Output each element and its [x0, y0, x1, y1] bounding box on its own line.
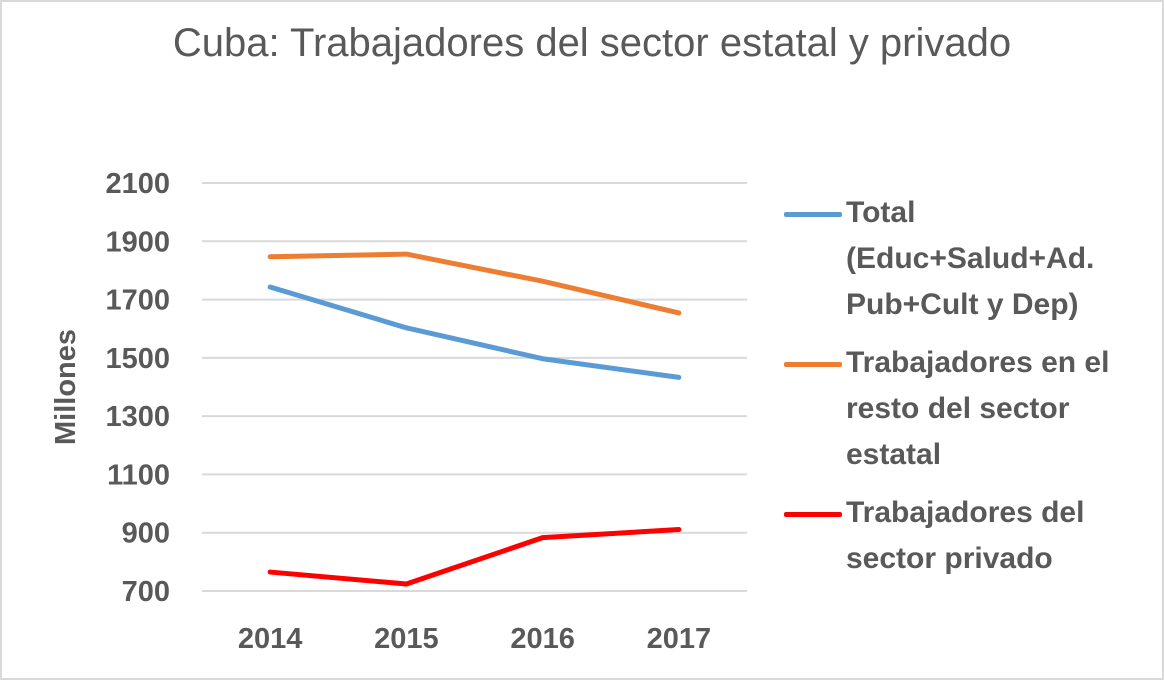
x-tick-label: 2015	[374, 623, 439, 655]
y-tick-label: 1100	[107, 459, 170, 491]
chart-title: Cuba: Trabajadores del sector estatal y …	[172, 21, 1012, 65]
series-line-3	[267, 527, 682, 587]
legend-label: Trabajadores en el resto del sector esta…	[846, 346, 1110, 471]
legend-item: Trabajadores del sector privado	[784, 490, 1164, 582]
legend-label: Trabajadores del sector privado	[846, 496, 1085, 575]
series-lines	[267, 251, 682, 587]
x-tick-label: 2016	[510, 623, 575, 655]
y-tick-label: 2100	[105, 168, 170, 200]
legend-swatch	[784, 212, 842, 217]
series-line-1	[267, 284, 682, 380]
legend-swatch	[784, 362, 842, 367]
y-tick-label: 1700	[105, 285, 170, 317]
y-tick-label: 900	[122, 518, 170, 550]
gridlines	[202, 182, 747, 592]
y-tick-label: 1900	[105, 226, 170, 258]
y-tick-label: 1500	[105, 343, 170, 375]
x-tick-label: 2014	[238, 623, 303, 655]
legend-item: Total (Educ+Salud+Ad. Pub+Cult y Dep)	[784, 190, 1164, 328]
y-tick-label: 700	[122, 576, 170, 608]
legend: Total (Educ+Salud+Ad. Pub+Cult y Dep) Tra…	[784, 190, 1164, 594]
legend-label: Total (Educ+Salud+Ad. Pub+Cult y Dep)	[846, 196, 1095, 321]
series-line-2	[267, 251, 682, 316]
legend-item: Trabajadores en el resto del sector esta…	[784, 340, 1164, 478]
legend-swatch	[784, 512, 842, 517]
y-axis-label: Millones	[50, 329, 82, 445]
y-tick-label: 1300	[105, 401, 170, 433]
x-axis-ticks: 2014 2015 2016 2017	[238, 623, 711, 655]
y-axis-ticks: 700 900 1100 1300 1500 1700 1900 2100	[105, 168, 170, 608]
x-tick-label: 2017	[647, 623, 712, 655]
